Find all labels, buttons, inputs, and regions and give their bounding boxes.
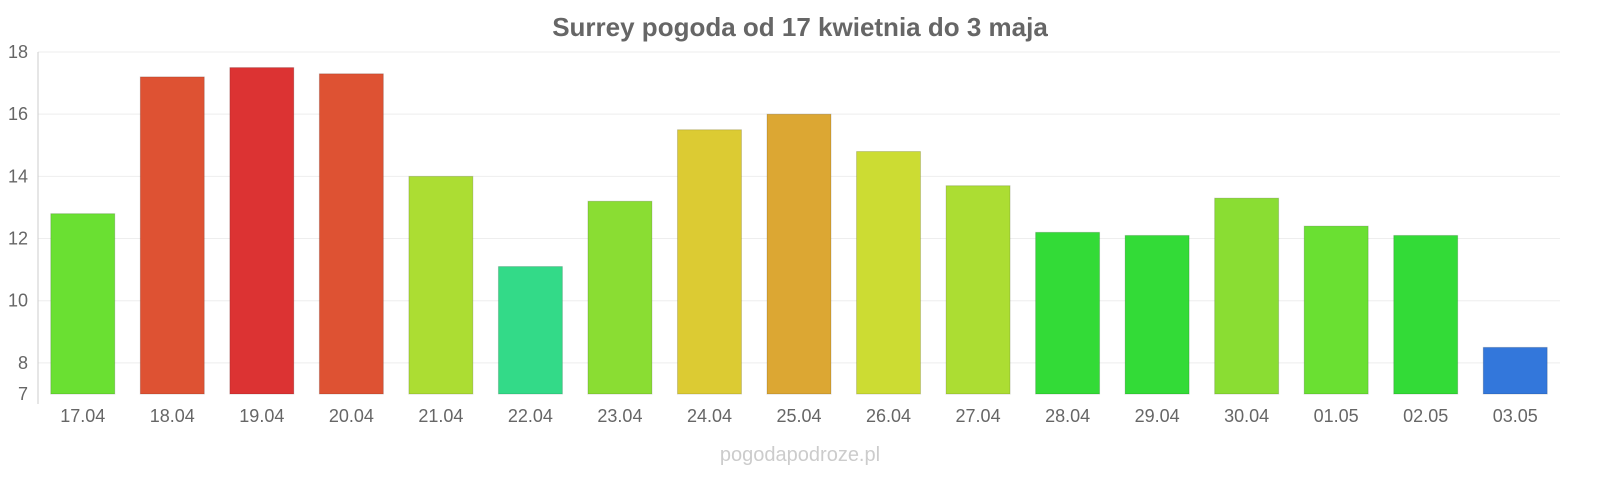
bar-28.04: [1035, 231, 1101, 395]
x-tick-label: 18.04: [150, 406, 195, 426]
y-tick-label: 16: [8, 104, 28, 124]
chart-title: Surrey pogoda od 17 kwietnia do 3 maja: [552, 12, 1048, 42]
y-tick-label: 18: [8, 42, 28, 62]
bar-22.04: [497, 266, 563, 395]
x-tick-label: 26.04: [866, 406, 911, 426]
bar-27.04: [945, 185, 1011, 395]
bar-25.04: [766, 113, 832, 395]
x-tick-label: 28.04: [1045, 406, 1090, 426]
y-tick-label: 12: [8, 229, 28, 249]
bar-26.04: [856, 150, 922, 395]
bar-03.05: [1482, 346, 1548, 395]
x-tick-label: 21.04: [418, 406, 463, 426]
x-tick-label: 20.04: [329, 406, 374, 426]
x-tick-label: 23.04: [597, 406, 642, 426]
bar-23.04: [587, 200, 653, 395]
x-tick-label: 03.05: [1493, 406, 1538, 426]
x-tick-label: 25.04: [776, 406, 821, 426]
bar-19.04: [229, 67, 295, 395]
x-tick-label: 30.04: [1224, 406, 1269, 426]
bar-17.04: [50, 213, 116, 395]
bar-29.04: [1124, 234, 1190, 395]
bar-02.05: [1393, 234, 1459, 395]
bar-21.04: [408, 175, 474, 395]
bar-18.04: [139, 76, 205, 395]
x-tick-label: 22.04: [508, 406, 553, 426]
x-tick-label: 17.04: [60, 406, 105, 426]
bar-24.04: [676, 129, 742, 395]
y-tick-label: 14: [8, 166, 28, 186]
x-tick-label: 19.04: [239, 406, 284, 426]
bar-01.05: [1303, 225, 1369, 395]
x-tick-label: 02.05: [1403, 406, 1448, 426]
bar-30.04: [1214, 197, 1280, 395]
x-tick-label: 01.05: [1314, 406, 1359, 426]
watermark: pogodapodroze.pl: [720, 444, 880, 466]
y-tick-label: 10: [8, 291, 28, 311]
y-tick-label: 8: [18, 353, 28, 373]
x-tick-label: 24.04: [687, 406, 732, 426]
x-tick-label: 29.04: [1135, 406, 1180, 426]
x-tick-label: 27.04: [956, 406, 1001, 426]
y-tick-label: 7: [18, 384, 28, 404]
bar-20.04: [318, 73, 384, 395]
